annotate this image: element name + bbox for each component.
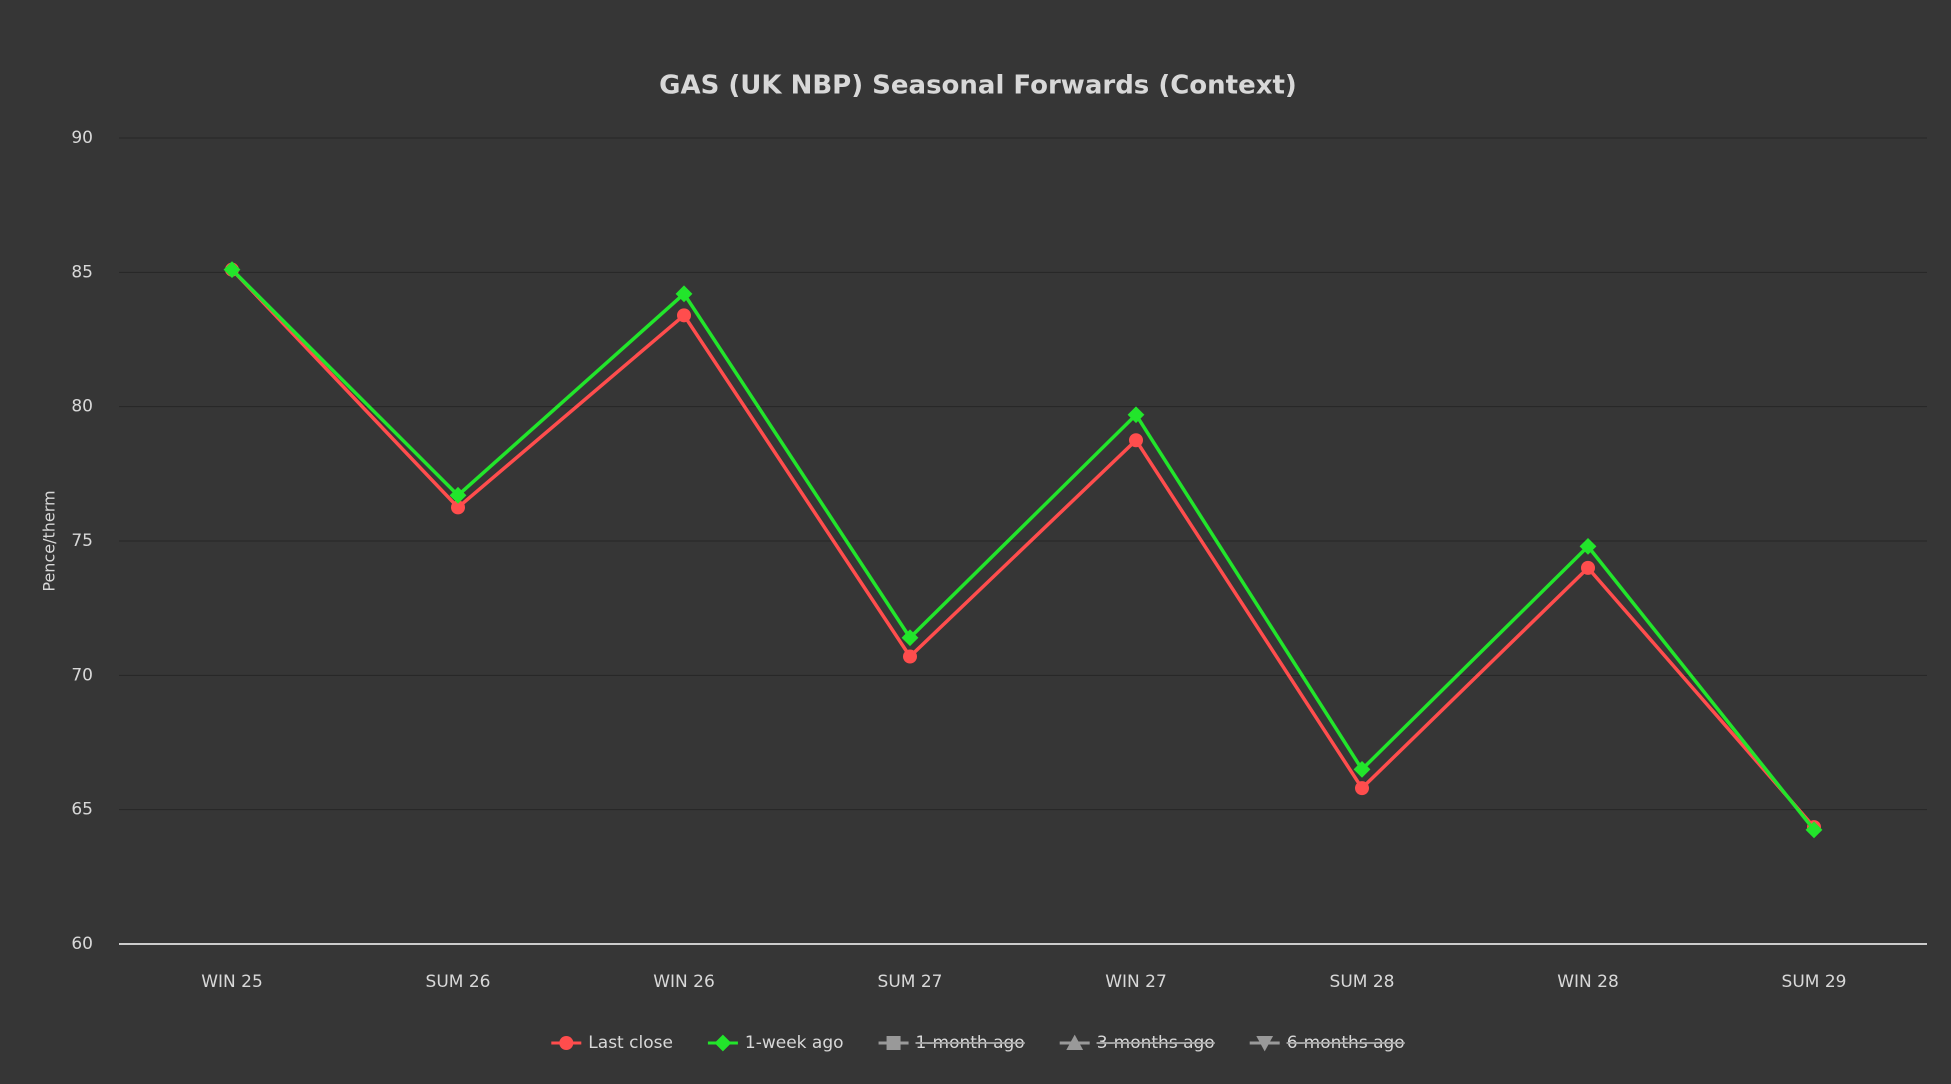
marker	[1129, 433, 1143, 448]
marker	[1581, 560, 1595, 575]
legend-marker	[1256, 1036, 1274, 1052]
marker	[1127, 406, 1145, 424]
chart-title: GAS (UK NBP) Seasonal Forwards (Context)	[659, 71, 1297, 101]
legend-marker	[886, 1036, 901, 1050]
marker	[1353, 760, 1371, 778]
x-tick-label: SUM 29	[1782, 972, 1847, 992]
y-tick-label: 75	[71, 531, 93, 551]
legend: Last close 1-week ago 1-month ago 3-months …	[551, 1033, 1405, 1053]
y-tick-label: 65	[71, 800, 93, 820]
x-tick-label: WIN 27	[1105, 972, 1167, 992]
x-tick-label: WIN 28	[1557, 972, 1619, 992]
series-line	[230, 268, 1816, 829]
x-tick-label: WIN 25	[201, 972, 263, 992]
y-tick-label: 90	[71, 128, 93, 148]
marker	[901, 629, 919, 647]
marker	[1579, 537, 1597, 555]
marker	[677, 308, 691, 323]
x-tick-label: SUM 28	[1330, 972, 1395, 992]
marker	[675, 285, 693, 303]
marker	[1805, 821, 1823, 839]
marker	[449, 486, 467, 504]
y-tick-label: 80	[71, 397, 93, 417]
x-tick-label: SUM 27	[878, 972, 943, 992]
y-tick-label: 60	[71, 934, 93, 954]
legend-label: Last close	[588, 1033, 673, 1053]
marker	[451, 500, 465, 515]
x-tick-label: SUM 26	[426, 972, 491, 992]
marker	[903, 649, 917, 664]
legend-marker	[1066, 1034, 1084, 1050]
y-tick-label: 70	[71, 665, 93, 685]
marker	[1355, 781, 1369, 796]
marker	[223, 261, 241, 279]
legend-marker	[559, 1036, 574, 1050]
legend-marker	[714, 1034, 732, 1052]
legend-label: 1-week ago	[745, 1033, 844, 1053]
y-axis-label: Pence/therm	[40, 490, 59, 591]
x-tick-label: WIN 26	[653, 972, 715, 992]
series-line	[230, 268, 1816, 831]
y-tick-label: 85	[71, 262, 93, 282]
